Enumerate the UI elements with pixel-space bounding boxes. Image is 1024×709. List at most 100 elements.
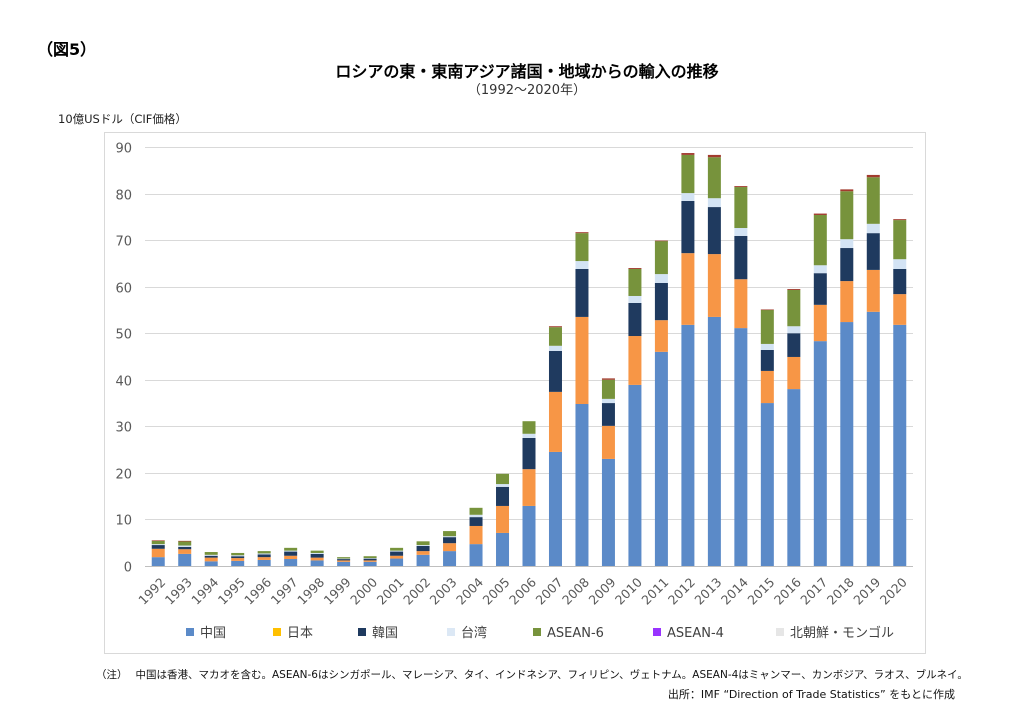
bar-segment — [707, 207, 721, 255]
bar-segment — [787, 356, 801, 390]
bar-segment — [204, 557, 218, 562]
bar-segment — [601, 425, 615, 459]
bar-segment — [601, 379, 615, 399]
y-tick-label: 30 — [115, 421, 132, 436]
bar-stack — [707, 154, 721, 566]
bar-segment — [734, 279, 748, 329]
y-axis-unit-label: 10億USドル（CIF価格） — [58, 112, 187, 126]
bar-segment — [707, 198, 721, 208]
legend-label: 北朝鮮・モンゴル — [790, 625, 894, 641]
bar-segment — [760, 343, 774, 350]
bar-segment — [681, 153, 695, 155]
bar-segment — [310, 560, 324, 566]
bar-segment — [548, 391, 562, 452]
bar-segment — [893, 324, 907, 566]
bar-segment — [628, 268, 642, 269]
legend-item: 中国 — [186, 626, 226, 641]
bar-segment — [681, 154, 695, 194]
bar-segment — [760, 309, 774, 311]
bar-stack — [257, 551, 271, 566]
bar-segment — [575, 232, 589, 234]
bar-segment — [284, 547, 298, 551]
bar-segment — [866, 177, 880, 224]
bar-segment — [787, 288, 801, 290]
bar-segment — [707, 154, 721, 158]
bar-segment — [257, 559, 271, 566]
bar-segment — [734, 328, 748, 566]
bar-stack — [390, 547, 404, 566]
bar-stack — [866, 174, 880, 566]
bar-segment — [416, 545, 430, 552]
bar-segment — [151, 540, 165, 541]
bar-segment — [469, 507, 483, 515]
bar-segment — [787, 289, 801, 327]
legend-swatch — [447, 628, 455, 636]
bar-stack — [575, 232, 589, 566]
bar-segment — [575, 268, 589, 317]
bar-segment — [813, 265, 827, 274]
bar-segment — [734, 186, 748, 188]
bar-segment — [496, 486, 510, 506]
bar-segment — [178, 546, 192, 550]
bar-segment — [522, 469, 536, 506]
bar-segment — [496, 473, 510, 485]
legend-label: ASEAN-6 — [547, 626, 604, 641]
bar-segment — [575, 233, 589, 262]
legend-item: 韓国 — [358, 626, 398, 641]
bar-stack — [310, 550, 324, 566]
bar-segment — [840, 239, 854, 249]
legend-label: 台湾 — [461, 625, 487, 641]
bar-segment — [363, 558, 377, 559]
bar-segment — [204, 554, 218, 556]
bar-segment — [363, 558, 377, 561]
bar-segment — [601, 398, 615, 404]
legend-item: 北朝鮮・モンゴル — [776, 625, 894, 641]
bar-segment — [390, 558, 404, 566]
footnote-label: （注） — [96, 669, 128, 681]
bar-segment — [654, 274, 668, 283]
y-tick-label: 60 — [115, 282, 132, 297]
bar-segment — [893, 220, 907, 260]
bar-segment — [496, 505, 510, 533]
bar-segment — [443, 537, 457, 544]
bar-segment — [178, 549, 192, 554]
legend-label: ASEAN-4 — [667, 626, 724, 641]
bar-segment — [575, 261, 589, 269]
bar-segment — [760, 309, 774, 344]
bar-segment — [496, 532, 510, 566]
bar-segment — [151, 548, 165, 558]
bar-segment — [231, 556, 245, 559]
bar-segment — [337, 561, 351, 566]
bar-segment — [628, 336, 642, 385]
bar-stack — [893, 219, 907, 566]
bar-segment — [416, 541, 430, 546]
bar-segment — [337, 559, 351, 561]
bar-segment — [284, 550, 298, 552]
bar-segment — [787, 333, 801, 357]
bar-segment — [813, 213, 827, 215]
chart-frame — [104, 132, 926, 654]
bar-segment — [787, 389, 801, 566]
bar-segment — [151, 545, 165, 549]
bar-stack — [231, 552, 245, 566]
bar-segment — [337, 557, 351, 559]
bar-segment — [522, 505, 536, 566]
bar-stack — [548, 326, 562, 566]
bar-segment — [310, 550, 324, 553]
bar-segment — [654, 282, 668, 321]
bar-segment — [284, 559, 298, 566]
bar-segment — [178, 540, 192, 542]
bar-segment — [893, 219, 907, 221]
bar-segment — [628, 295, 642, 303]
bar-segment — [601, 378, 615, 380]
chart-title: ロシアの東・東南アジア諸国・地域からの輸入の推移 — [335, 62, 719, 81]
bar-segment — [548, 350, 562, 392]
bar-segment — [760, 370, 774, 404]
bar-segment — [416, 554, 430, 566]
bar-segment — [469, 525, 483, 545]
bar-segment — [443, 531, 457, 537]
y-tick-label: 20 — [115, 468, 132, 483]
bar-segment — [760, 349, 774, 371]
bar-segment — [813, 304, 827, 342]
bar-segment — [707, 316, 721, 566]
